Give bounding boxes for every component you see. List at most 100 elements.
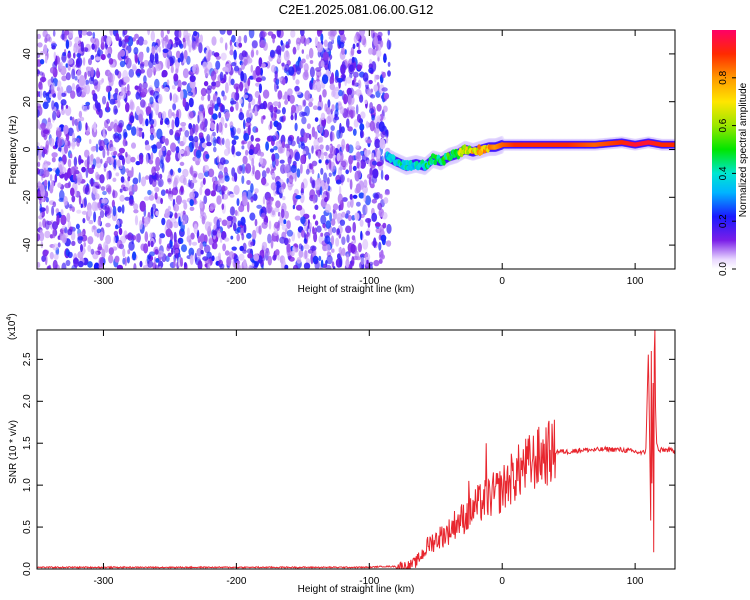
spectrogram-noise-blob [333, 91, 340, 100]
spectrogram-noise-blob [154, 192, 158, 200]
spectrogram-noise-blob [66, 85, 73, 94]
spectrogram-noise-blob [378, 241, 382, 251]
spectrogram-noise-blob [229, 193, 235, 198]
spectrogram-noise-blob [292, 246, 296, 254]
colorbar-tick-label: 0.8 [718, 70, 729, 84]
spectrogram-noise-blob [143, 59, 149, 67]
spectrogram-noise-blob [206, 133, 211, 143]
spectrogram-noise-blob [154, 45, 159, 54]
spectrogram-noise-blob [51, 157, 56, 163]
spectrogram-noise-blob [43, 44, 48, 55]
spectrogram-noise-blob [286, 243, 291, 253]
spectrogram-noise-blob [349, 108, 356, 119]
spectrogram-noise-blob [65, 104, 69, 109]
snr-frame [36, 329, 676, 570]
spectrogram-noise-blob [212, 230, 218, 236]
spectrogram-noise-blob [311, 145, 314, 154]
spectrogram-noise-blob [37, 261, 41, 268]
spectrogram-noise-blob [81, 234, 88, 242]
colorbar-label: Normalized spectral amplitude [738, 82, 749, 217]
spectrogram-noise-blob [132, 177, 139, 185]
spectrogram-noise-blob [300, 163, 303, 174]
spectrogram-noise-blob [208, 168, 215, 178]
spectrogram-noise-blob [65, 72, 71, 81]
spectrogram-noise-blob [125, 151, 128, 158]
spectrogram-noise-blob [339, 256, 343, 268]
spectrogram-noise-blob [51, 152, 58, 158]
spectrogram-noise-blob [247, 77, 251, 87]
spectrogram-x-tick-label: 0 [499, 276, 505, 287]
spectrogram-noise-blob [87, 104, 90, 110]
spectrogram-noise-blob [64, 227, 68, 234]
spectrogram-noise-blob [87, 244, 92, 252]
spectrogram-noise-blob [285, 50, 289, 58]
spectrogram-noise-blob [259, 157, 264, 165]
spectrogram-noise-blob [171, 119, 175, 130]
spectrogram-noise-blob [384, 130, 389, 138]
spectrogram-noise-blob [126, 256, 130, 264]
snr-x-ticks: -300 -200 -100 0 100 [93, 330, 644, 587]
spectrogram-noise-blob [159, 173, 163, 179]
spectrogram-noise-blob [329, 83, 336, 91]
spectrogram-noise-blob [49, 251, 54, 260]
spectrogram-noise-blob [344, 49, 347, 55]
spectrogram-noise-blob [57, 147, 62, 152]
spectrogram-noise-blob [248, 264, 252, 269]
spectrogram-noise-blob [183, 49, 188, 60]
spectrogram-noise-blob [269, 148, 275, 153]
spectrogram-noise-blob [157, 111, 163, 119]
spectrogram-noise-blob [266, 167, 270, 174]
spectrogram-noise-blob [122, 248, 126, 258]
spectrogram-noise-blob [231, 62, 237, 67]
spectrogram-noise-blob [50, 180, 55, 189]
spectrogram-noise-blob [172, 103, 177, 111]
spectrogram-noise-blob [369, 182, 375, 189]
spectrogram-noise-blob [114, 108, 119, 114]
spectrogram-noise-blob [296, 37, 300, 43]
spectrogram-noise-blob [107, 90, 111, 101]
spectrogram-noise-blob [290, 164, 297, 173]
spectrogram-noise-blob [194, 140, 199, 149]
spectrogram-noise-blob [75, 63, 81, 68]
spectrogram-noise-blob [245, 163, 252, 174]
spectrogram-noise-blob [313, 79, 316, 84]
spectrogram-noise-blob [271, 210, 276, 216]
spectrogram-noise-blob [112, 205, 117, 217]
spectrogram-noise-blob [243, 223, 247, 234]
spectrogram-noise-blob [269, 120, 273, 130]
spectrogram-noise-blob [317, 106, 322, 111]
spectrogram-noise-blob [101, 78, 104, 83]
spectrogram-noise-blob [387, 61, 391, 67]
spectrogram-noise-blob [231, 34, 236, 43]
spectrogram-noise-blob [346, 210, 351, 215]
spectrogram-noise-blob [158, 266, 162, 269]
spectrogram-noise-blob [163, 36, 167, 42]
spectrogram-noise-blob [67, 158, 72, 168]
spectrogram-noise-blob [335, 237, 340, 247]
spectrogram-noise-blob [355, 104, 359, 115]
spectrogram-noise-blob [66, 212, 71, 223]
spectrogram-noise-blob [128, 68, 135, 78]
spectrogram-noise-blob [352, 43, 356, 50]
spectrogram-noise-blob [336, 77, 344, 83]
spectrogram-noise-blob [235, 86, 239, 94]
spectrogram-noise-blob [261, 264, 264, 269]
spectrogram-noise-blob [358, 242, 362, 252]
spectrogram-noise-blob [119, 91, 127, 100]
spectrogram-noise-blob [351, 256, 355, 267]
spectrogram-noise-blob [385, 147, 391, 153]
spectrogram-noise-blob [191, 179, 198, 184]
spectrogram-noise-blob [281, 224, 288, 231]
spectrogram-noise-blob [304, 69, 309, 78]
spectrogram-noise-blob [319, 144, 324, 150]
spectrogram-noise-blob [92, 225, 96, 230]
spectrogram-noise-blob [147, 240, 151, 247]
spectrogram-noise-blob [64, 182, 71, 189]
spectrogram-noise-blob [119, 188, 123, 193]
spectrogram-noise-blob [270, 64, 276, 73]
spectrogram-noise-blob [221, 219, 228, 227]
spectrogram-noise-blob [173, 221, 179, 229]
spectrogram-noise-blob [195, 36, 200, 47]
spectrogram-noise-blob [217, 179, 221, 187]
spectrogram-x-label: Height of straight line (km) [298, 284, 415, 295]
